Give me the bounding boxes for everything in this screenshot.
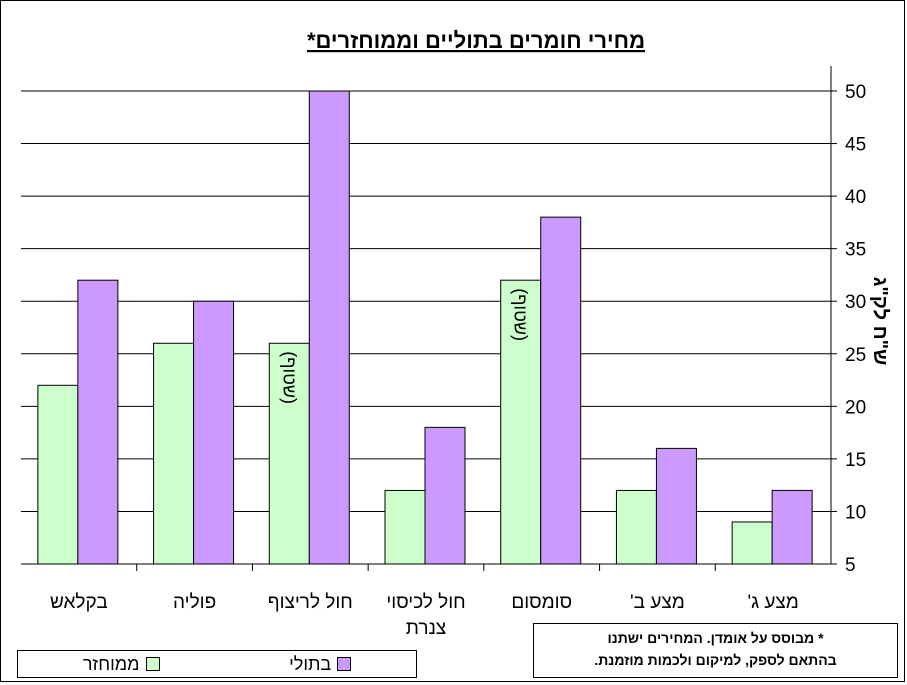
- y-tick-label: 45: [845, 135, 866, 156]
- bar-virgin: [655, 447, 697, 565]
- bar-recycled: [615, 489, 657, 565]
- x-category-label: מצע ב': [630, 592, 685, 613]
- x-category-label: חול לריצוף: [268, 592, 353, 613]
- bar-recycled: [37, 384, 79, 565]
- legend-swatch-recycled: [145, 657, 160, 671]
- bar-recycled: [153, 342, 195, 565]
- legend-item-recycled: ממוחזר: [83, 654, 160, 675]
- y-tick-label: 30: [845, 292, 866, 313]
- bar-virgin: [771, 489, 813, 565]
- x-category-label: צנרת: [406, 618, 446, 639]
- bar-virgin: [540, 216, 582, 565]
- bar-recycled: [731, 521, 773, 565]
- legend-label-recycled: ממוחזר: [82, 653, 140, 674]
- legend-label-virgin: בתולי: [289, 653, 332, 674]
- footnote-line-1: * מבוסס על אומדן. המחירים ישתנו: [607, 630, 824, 646]
- y-tick-label: 25: [845, 345, 866, 366]
- x-category-label: בקלאש: [50, 592, 108, 613]
- y-tick-label: 15: [845, 450, 866, 471]
- y-tick-label: 40: [845, 187, 866, 208]
- x-category-label: חול לכיסוי: [386, 592, 465, 613]
- axes: 5 10 15 20 25 30 35 40 45 50 בקלאש פוליה חול לריצוף ח…: [21, 66, 866, 639]
- bar-virgin: [77, 279, 119, 565]
- legend: בתולי ממוחזר: [17, 650, 417, 678]
- bar-recycled: [384, 489, 426, 565]
- bar-annotation: (שטוף): [511, 288, 531, 341]
- y-tick-label: 50: [845, 82, 866, 103]
- footnote-box: * מבוסס על אומדן. המחירים ישתנו בהתאם לס…: [533, 623, 898, 678]
- y-axis-label: ש"ח לק"ג: [869, 277, 891, 366]
- x-category-label: פוליה: [173, 592, 216, 613]
- bar-virgin: [424, 426, 466, 565]
- bar-virgin: [308, 90, 350, 565]
- y-tick-label: 20: [845, 397, 866, 418]
- chart-title: מחירי חומרים בתוליים וממוחזרים*: [307, 28, 645, 53]
- y-tick-label: 5: [845, 555, 856, 576]
- legend-item-virgin: בתולי: [289, 653, 352, 675]
- y-tick-label: 10: [845, 502, 866, 523]
- bar-virgin: [193, 300, 235, 565]
- y-tick-label: 35: [845, 240, 866, 261]
- x-category-label: מצע ג': [747, 592, 798, 613]
- footnote-line-2: בהתאם לספק, למיקום ולכמות מוזמנת.: [594, 652, 837, 668]
- bar-annotation: (שטוף): [279, 351, 299, 404]
- bar-recycled: [500, 279, 542, 565]
- legend-swatch-virgin: [337, 657, 352, 671]
- x-category-label: סומסום: [511, 592, 572, 613]
- bars: (שטוף) (שטוף): [37, 90, 813, 565]
